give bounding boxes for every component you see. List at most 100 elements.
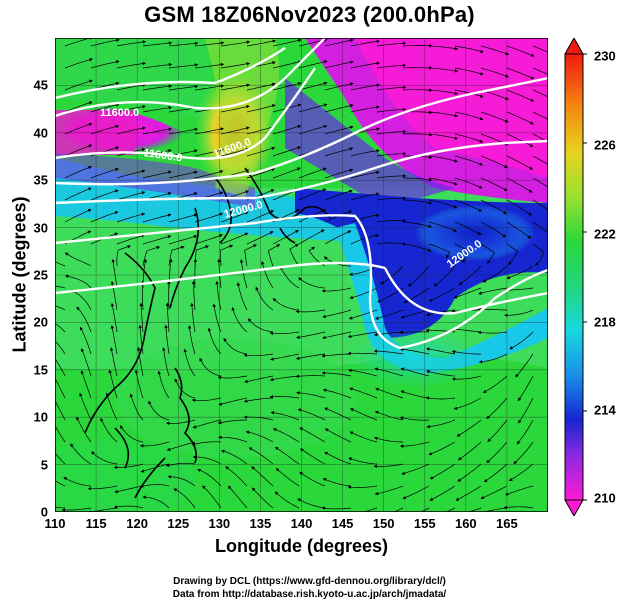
streamline — [445, 507, 456, 512]
streamline — [480, 199, 507, 215]
streamline — [142, 127, 172, 135]
streamline — [349, 287, 378, 300]
streamline — [215, 280, 222, 311]
streamline — [478, 353, 508, 364]
streamline — [272, 60, 302, 69]
streamline — [248, 447, 274, 465]
streamline — [374, 367, 404, 377]
streamline — [532, 199, 548, 211]
streamline — [244, 244, 257, 267]
streamline — [80, 370, 92, 399]
streamline — [454, 199, 483, 212]
streamline — [451, 327, 482, 333]
chart-title: GSM 18Z06Nov2023 (200.0hPa) — [144, 2, 475, 27]
streamline — [165, 302, 170, 333]
streamline — [454, 111, 484, 121]
streamline — [168, 63, 199, 69]
streamline — [506, 199, 533, 216]
streamline — [142, 213, 172, 223]
streamline — [480, 111, 509, 123]
streamline — [207, 327, 222, 355]
x-tick-label: 150 — [372, 516, 395, 531]
streamline — [506, 221, 532, 239]
streamline — [221, 449, 248, 465]
x-tick-label: 110 — [44, 516, 66, 531]
streamline — [298, 188, 327, 201]
streamline — [482, 375, 508, 393]
streamline — [504, 485, 534, 496]
streamline — [255, 286, 274, 311]
streamline — [246, 125, 276, 135]
streamline — [300, 448, 326, 465]
streamline — [63, 476, 92, 487]
streamline — [64, 209, 92, 223]
streamline — [148, 400, 170, 421]
streamline — [76, 416, 92, 443]
streamline — [428, 243, 451, 259]
streamline — [70, 290, 92, 311]
streamline — [218, 397, 248, 406]
streamline — [487, 419, 508, 442]
streamline — [201, 485, 222, 509]
streamline — [55, 358, 66, 377]
streamline — [347, 351, 378, 356]
credit-drawing: Drawing by DCL (https://www.gfd-dennou.o… — [173, 576, 446, 587]
streamline — [486, 397, 508, 419]
streamline — [350, 170, 380, 179]
streamline — [116, 191, 146, 201]
streamline — [400, 390, 430, 399]
streamline — [116, 126, 146, 135]
streamline — [454, 45, 484, 53]
streamline — [269, 331, 300, 336]
streamline — [480, 243, 495, 264]
streamline — [361, 507, 378, 512]
y-tick-label: 0 — [40, 504, 48, 520]
streamline — [116, 83, 146, 91]
streamline — [426, 419, 456, 429]
colorbar-min-arrow — [564, 499, 584, 516]
colorbar-label: 222 — [594, 226, 616, 242]
streamline — [157, 370, 170, 399]
streamline — [90, 124, 120, 135]
streamline — [295, 374, 326, 378]
streamline — [114, 485, 144, 494]
streamline — [298, 103, 328, 113]
streamline — [349, 431, 378, 443]
streamline — [55, 285, 66, 289]
streamline — [347, 485, 378, 489]
streamline — [458, 265, 482, 285]
streamline — [428, 155, 458, 163]
streamline — [400, 367, 430, 377]
streamline — [428, 111, 459, 118]
streamline — [220, 40, 251, 47]
streamline — [298, 167, 327, 179]
streamline — [187, 325, 196, 355]
streamline — [532, 111, 548, 120]
streamline — [173, 488, 196, 509]
streamline — [374, 410, 404, 421]
streamline — [217, 375, 248, 380]
y-tick-label: 10 — [33, 409, 48, 425]
streamline — [349, 387, 378, 399]
streamline — [428, 45, 459, 51]
streamline — [324, 38, 354, 47]
streamline — [429, 485, 456, 501]
y-tick-label: 40 — [33, 125, 48, 141]
x-tick-label: 120 — [126, 516, 149, 531]
streamline — [376, 242, 407, 246]
streamline — [64, 101, 93, 113]
streamline — [322, 388, 352, 399]
streamline — [453, 397, 482, 410]
streamline — [243, 397, 274, 403]
streamline — [468, 507, 482, 512]
streamline — [139, 302, 144, 333]
streamline — [480, 45, 510, 56]
streamline — [428, 133, 459, 140]
streamline — [199, 357, 222, 377]
streamline — [64, 122, 93, 135]
streamline — [275, 468, 300, 487]
streamline — [508, 463, 534, 482]
colorbar-label: 214 — [594, 402, 616, 418]
streamline — [376, 63, 407, 69]
streamline — [297, 408, 326, 421]
